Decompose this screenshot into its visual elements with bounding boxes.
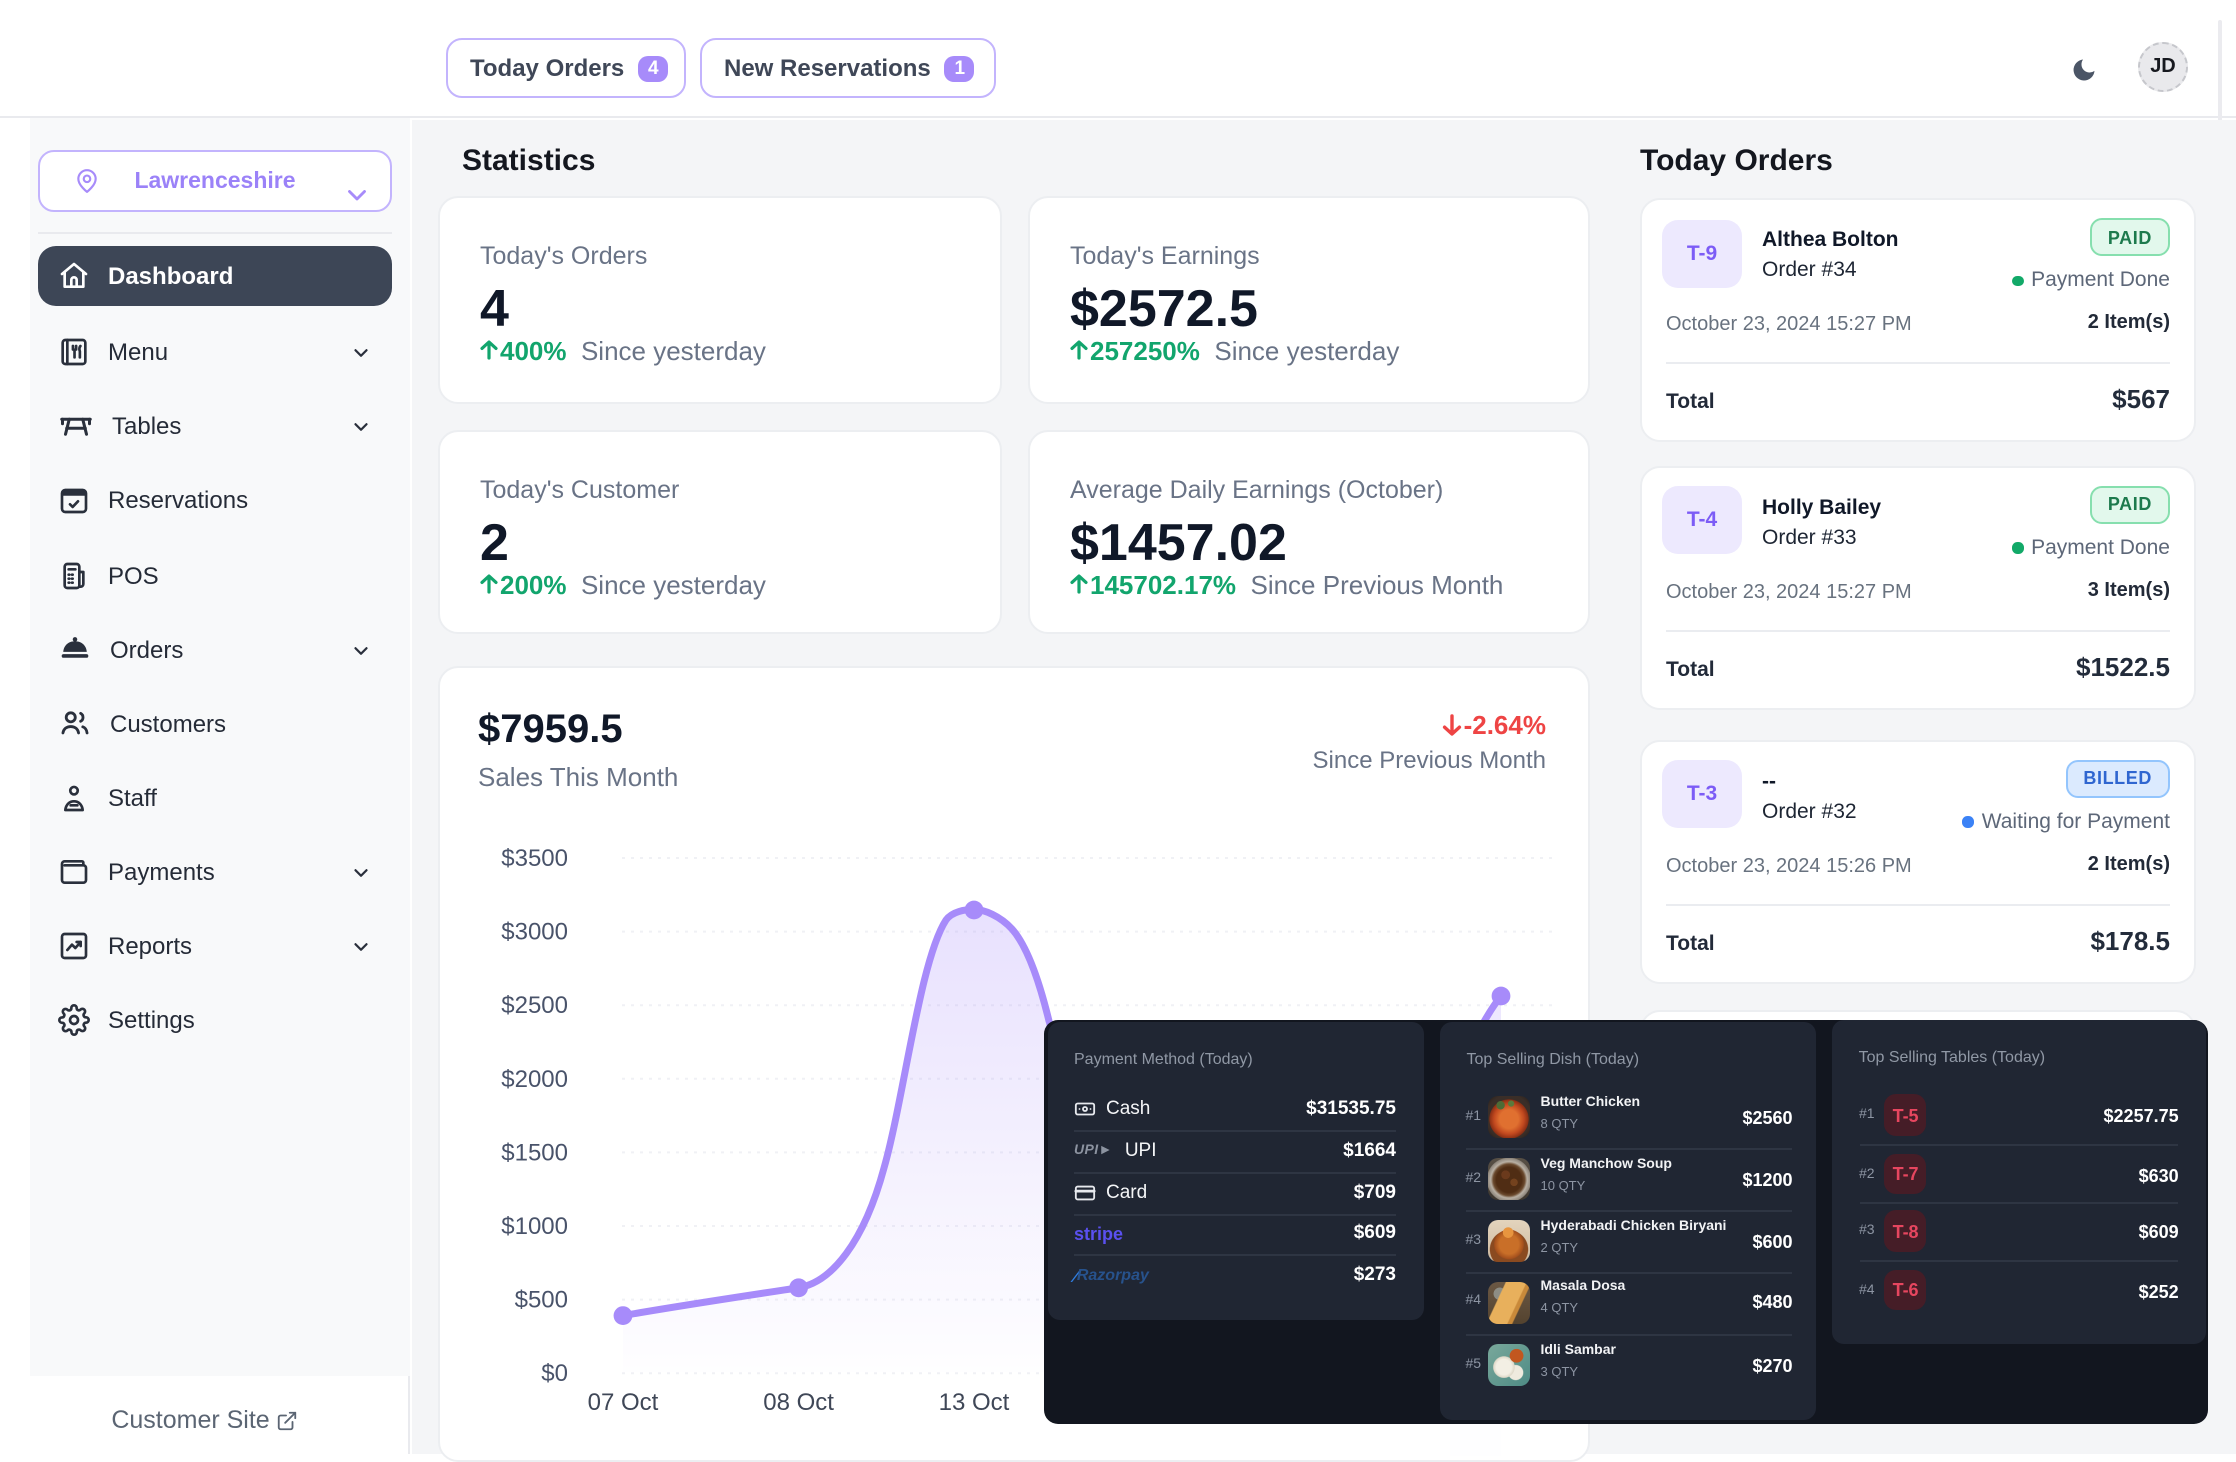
- svg-text:$3500: $3500: [501, 845, 568, 872]
- svg-text:$2000: $2000: [501, 1066, 568, 1093]
- svg-text:$2500: $2500: [501, 992, 568, 1019]
- svg-text:$500: $500: [515, 1287, 568, 1314]
- svg-text:$3000: $3000: [501, 919, 568, 946]
- svg-text:$1500: $1500: [501, 1139, 568, 1166]
- svg-text:$0: $0: [541, 1360, 568, 1387]
- svg-text:$1000: $1000: [501, 1213, 568, 1240]
- svg-text:07 Oct: 07 Oct: [588, 1389, 659, 1416]
- svg-text:08 Oct: 08 Oct: [763, 1389, 834, 1416]
- svg-text:13 Oct: 13 Oct: [939, 1389, 1010, 1416]
